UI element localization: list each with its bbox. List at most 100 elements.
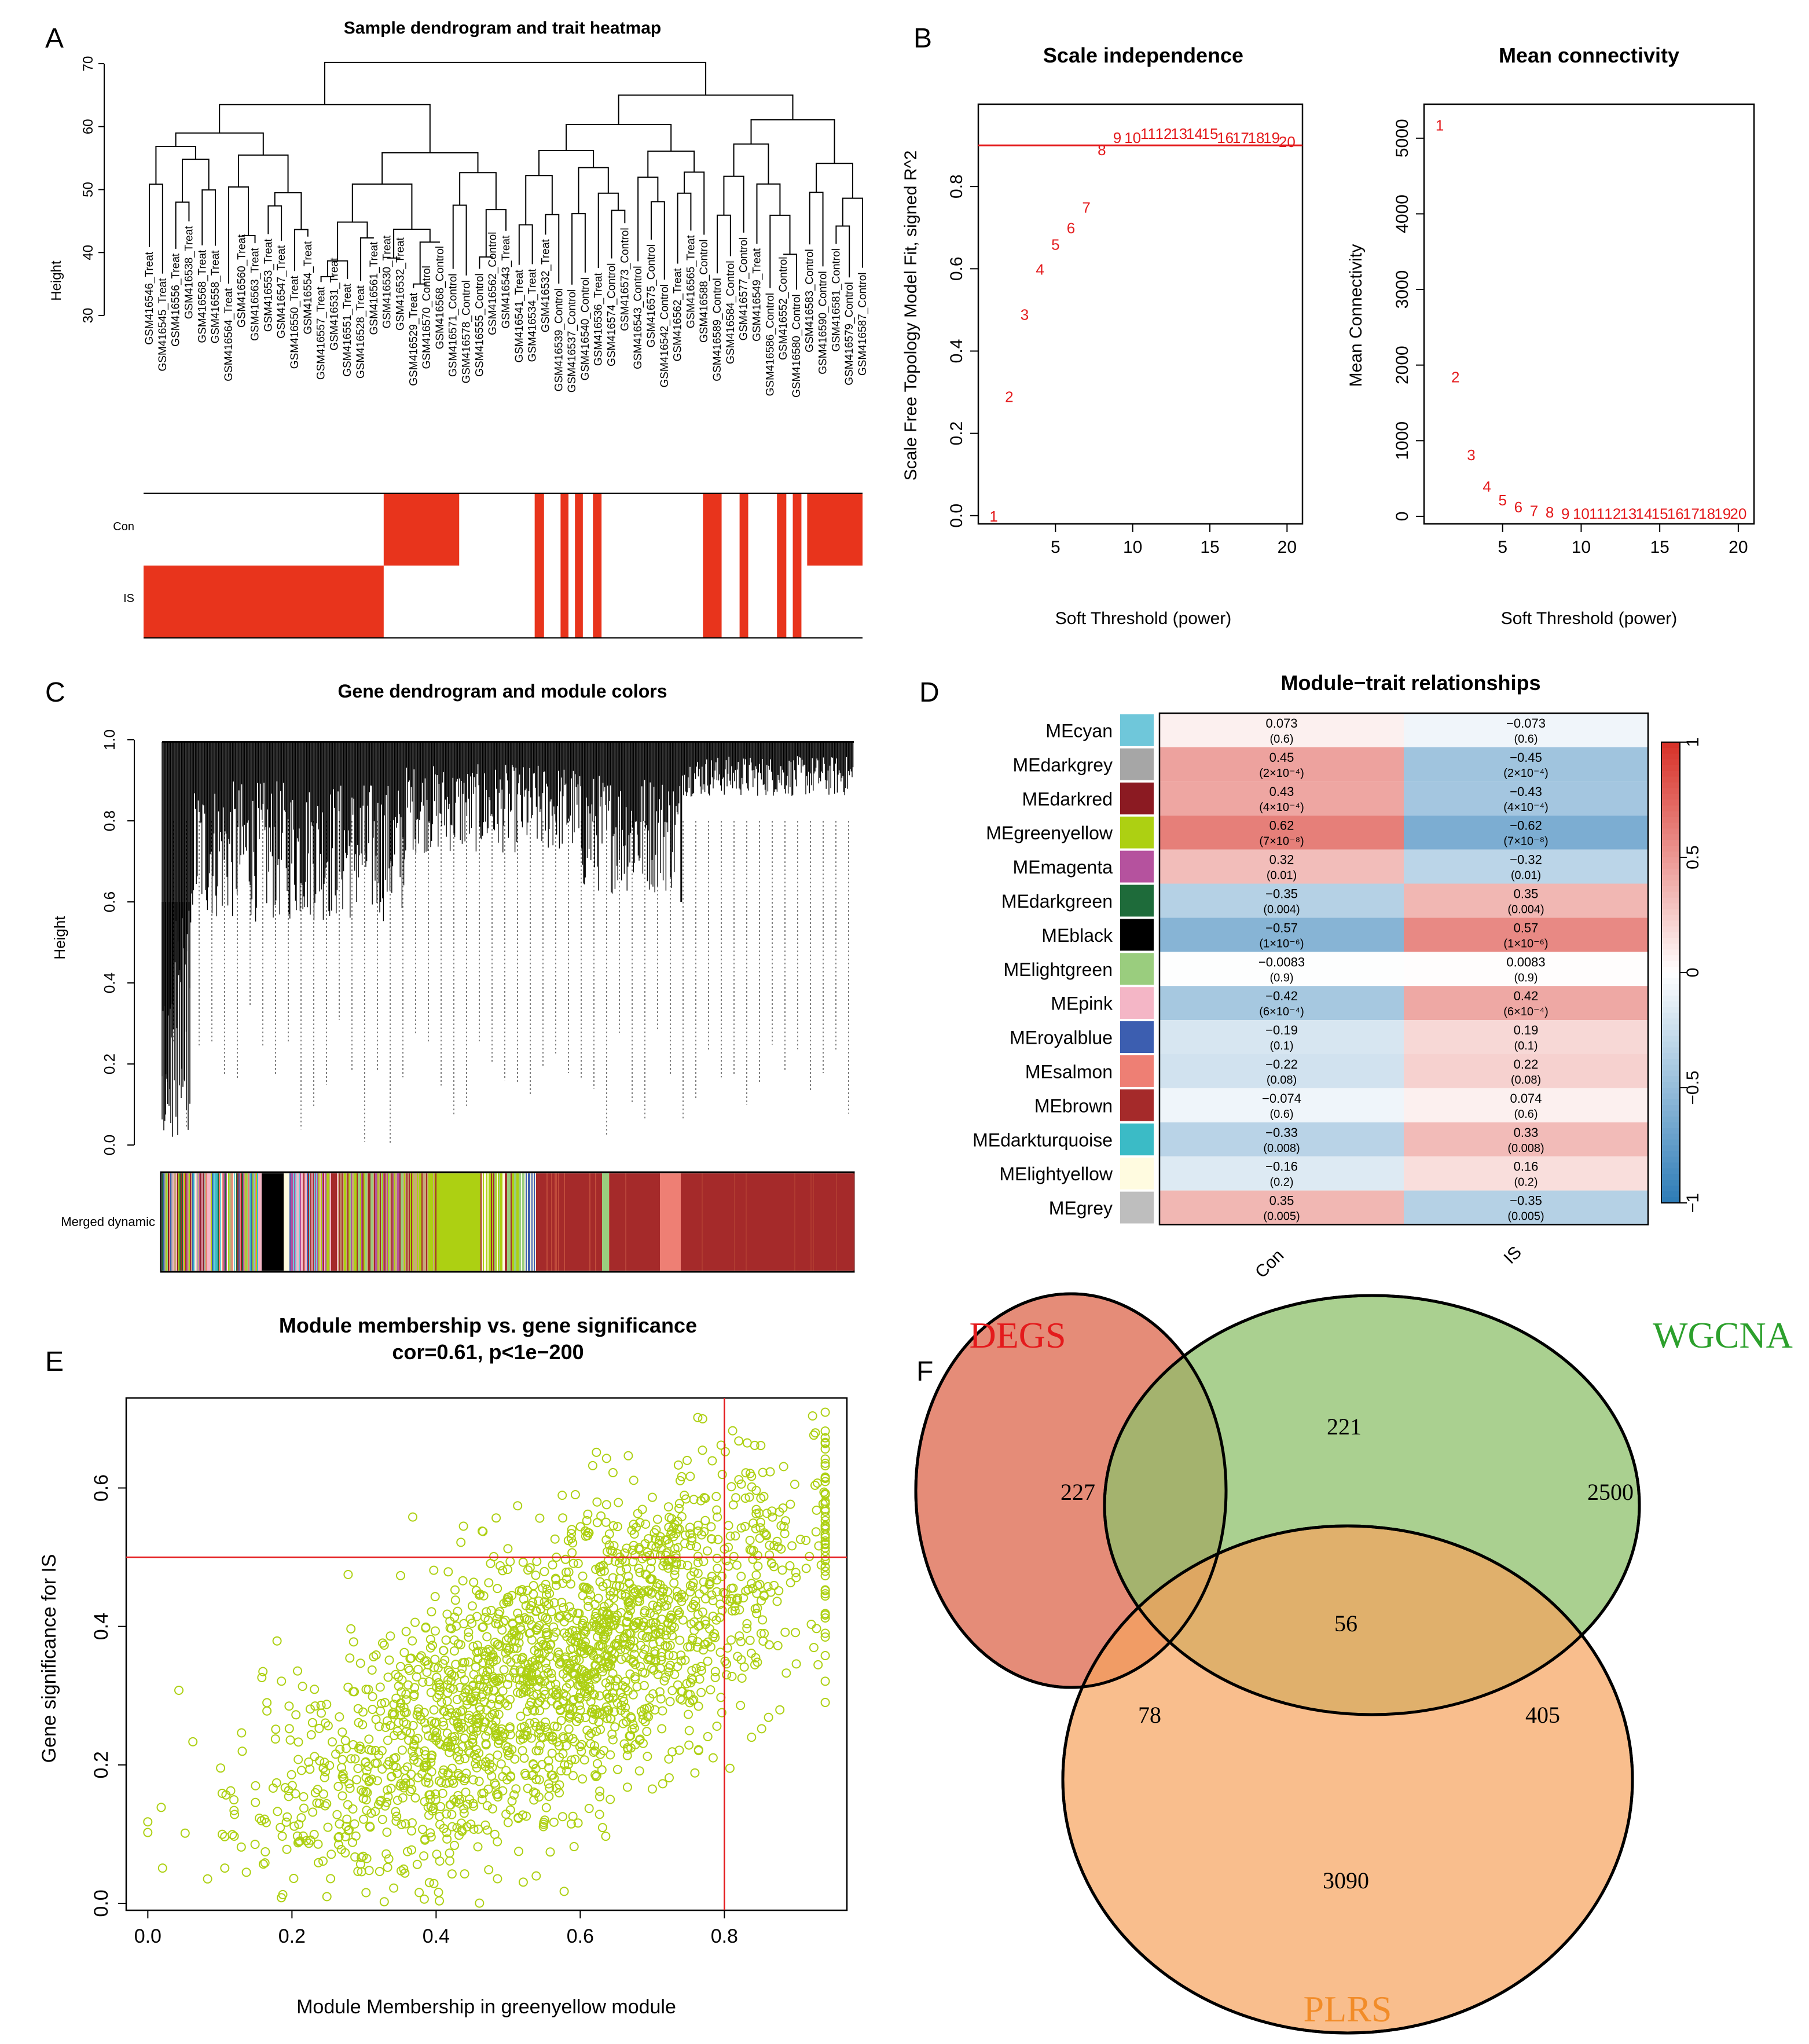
e-gene-point xyxy=(820,1461,830,1471)
c-module-color-strip xyxy=(732,1173,733,1271)
e-gene-point xyxy=(752,1609,762,1619)
c-module-color-strip xyxy=(162,1173,164,1271)
c-module-color-strip xyxy=(744,1173,746,1271)
e-gene-point xyxy=(358,1794,368,1803)
e-gene-point xyxy=(320,1801,330,1811)
c-module-color-strip xyxy=(210,1173,211,1271)
d-cell-con xyxy=(1159,918,1404,952)
e-gene-point xyxy=(342,1814,352,1824)
c-module-color-strip xyxy=(534,1173,535,1271)
e-gene-point xyxy=(621,1676,630,1686)
e-gene-point xyxy=(682,1455,692,1465)
e-gene-point xyxy=(483,1726,493,1736)
e-gene-point xyxy=(728,1426,737,1436)
a-sample-label: GSM416571_Control xyxy=(447,274,460,377)
e-gene-point xyxy=(673,1460,683,1470)
a-heat-cell-con xyxy=(560,493,569,566)
c-module-color-strip xyxy=(468,1173,469,1271)
e-gene-point xyxy=(490,1778,500,1788)
d-legend-band xyxy=(1661,805,1680,812)
e-gene-point xyxy=(595,1792,604,1801)
e-gene-point xyxy=(756,1493,766,1503)
a-heat-cell-is xyxy=(792,566,802,638)
a-heat-cell-is xyxy=(777,566,787,638)
c-module-color-strip xyxy=(763,1173,765,1271)
e-gene-point xyxy=(621,1645,630,1654)
e-gene-point xyxy=(418,1678,428,1687)
e-gene-point xyxy=(557,1598,567,1608)
e-gene-point xyxy=(655,1687,665,1697)
e-gene-point xyxy=(353,1704,363,1713)
c-module-color-strip xyxy=(310,1173,312,1271)
venn-count-wgcna-only: 2500 xyxy=(1587,1479,1634,1505)
c-module-color-strip xyxy=(731,1173,732,1271)
c-module-color-strip xyxy=(205,1173,207,1271)
e-gene-point xyxy=(773,1641,783,1650)
e-gene-point xyxy=(555,1659,564,1669)
e-gene-point xyxy=(578,1774,588,1784)
c-module-color-strip xyxy=(835,1173,836,1271)
c-module-color-strip xyxy=(499,1173,501,1271)
e-gene-point xyxy=(549,1773,559,1783)
e-gene-point xyxy=(665,1613,674,1623)
e-gene-point xyxy=(459,1619,469,1628)
c-module-color-strip xyxy=(743,1173,745,1271)
a-sample-label: GSM416562_Treat xyxy=(672,268,684,362)
e-gene-point xyxy=(467,1715,477,1724)
c-module-color-strip xyxy=(593,1173,595,1271)
e-gene-point xyxy=(450,1595,460,1605)
c-module-color-strip xyxy=(747,1173,748,1271)
b-power-point: 6 xyxy=(1067,219,1075,237)
c-module-color-strip xyxy=(412,1173,414,1271)
e-gene-point xyxy=(262,1706,272,1716)
e-gene-point xyxy=(753,1551,762,1561)
e-gene-point xyxy=(590,1599,600,1609)
a-sample-label: GSM416550_Treat xyxy=(289,276,301,369)
c-module-color-strip xyxy=(566,1173,568,1271)
e-gene-point xyxy=(791,1573,801,1583)
d-cell-con xyxy=(1159,849,1404,884)
e-gene-point xyxy=(726,1583,736,1593)
e-gene-point xyxy=(373,1776,382,1786)
e-gene-point xyxy=(382,1797,392,1807)
e-gene-point xyxy=(430,1663,439,1672)
e-gene-point xyxy=(639,1650,648,1660)
a-sample-label: GSM416555_Control xyxy=(474,273,486,376)
b-y-tick-label: 0.4 xyxy=(947,339,966,364)
c-module-color-strip xyxy=(413,1173,415,1271)
d-cell-is-p: (0.1) xyxy=(1514,1040,1538,1052)
a-y-tick-label: 50 xyxy=(80,182,96,197)
d-cell-con-p: (0.08) xyxy=(1267,1074,1297,1087)
d-legend-band xyxy=(1661,920,1680,927)
d-row-label: MEdarkturquoise xyxy=(973,1129,1113,1150)
c-module-color-strip xyxy=(801,1173,803,1271)
c-dendro-guides xyxy=(173,821,849,1144)
e-gene-point xyxy=(733,1593,742,1603)
e-gene-point xyxy=(229,1806,239,1815)
e-gene-point xyxy=(435,1812,445,1821)
e-gene-point xyxy=(251,1797,260,1807)
e-gene-point xyxy=(678,1615,688,1625)
e-gene-point xyxy=(273,1807,282,1817)
e-gene-point xyxy=(203,1874,212,1884)
e-gene-point xyxy=(649,1665,659,1675)
e-gene-point xyxy=(514,1847,523,1856)
e-gene-point xyxy=(407,1845,416,1855)
c-module-color-strip xyxy=(390,1173,392,1271)
c-module-color-strip xyxy=(602,1173,604,1271)
e-gene-point xyxy=(745,1635,755,1645)
c-module-color-strip xyxy=(828,1173,830,1271)
c-module-color-strip xyxy=(258,1173,260,1271)
e-gene-point xyxy=(724,1521,733,1531)
panel-a-sample-dendrogram: Sample dendrogram and trait heatmap Heig… xyxy=(49,19,869,638)
e-gene-point xyxy=(451,1797,461,1807)
e-gene-point xyxy=(477,1789,487,1799)
c-module-color-strip xyxy=(641,1173,643,1271)
e-gene-point xyxy=(636,1589,646,1598)
a-sample-label: GSM416564_Treat xyxy=(223,288,235,381)
c-module-color-strip xyxy=(190,1173,192,1271)
panel-b1-ylabel: Scale Free Topology Model Fit, signed R^… xyxy=(901,151,920,480)
e-gene-point xyxy=(345,1784,355,1793)
e-gene-point xyxy=(582,1691,592,1701)
